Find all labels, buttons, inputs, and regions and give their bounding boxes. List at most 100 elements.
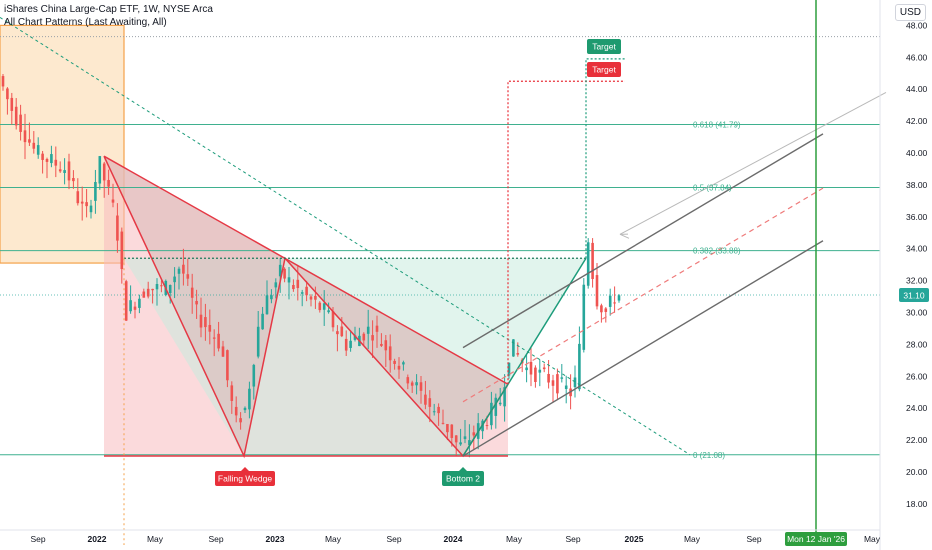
candle-body (98, 156, 102, 184)
candle-body (547, 373, 550, 383)
candle-body (151, 288, 154, 291)
x-tick-label: May (684, 534, 701, 544)
candle-body (199, 314, 203, 328)
candle-body (578, 343, 581, 390)
candle-body (94, 181, 97, 201)
bottom-2-label: Bottom 2 (442, 467, 484, 486)
candles-layer (1, 74, 621, 458)
candle-body (564, 385, 568, 390)
candle-body (296, 279, 300, 289)
candle-body (490, 402, 493, 426)
candle-body (336, 331, 339, 335)
candle-body (327, 310, 330, 313)
candle-body (85, 202, 88, 207)
candle-body (314, 295, 317, 300)
candle-body (608, 295, 612, 307)
target-label-green-text: Target (592, 42, 616, 52)
candle-body (318, 302, 322, 311)
candle-body (155, 284, 159, 290)
y-tick-label: 46.00 (906, 52, 928, 62)
x-tick-label: May (147, 534, 164, 544)
candle-body (472, 432, 476, 436)
candle-body (274, 282, 278, 288)
falling-wedge-label-text: Falling Wedge (218, 474, 272, 484)
target-label-red-bg (587, 62, 621, 77)
x-tick-label: Sep (208, 534, 223, 544)
y-tick-label: 40.00 (906, 148, 928, 158)
candle-body (138, 298, 141, 308)
y-tick-label: 18.00 (906, 499, 928, 509)
candle-body (50, 154, 53, 164)
candle-body (10, 97, 14, 111)
candle-body (133, 306, 137, 310)
annotation-labels-layer: 0.618 (41.79) 0.5 (37.84) 0.382 (33.88) 0 (… (215, 39, 741, 486)
candle-body (419, 382, 423, 391)
candle-body (463, 436, 467, 440)
crosshair-date-badge (785, 532, 847, 546)
bottom-2-label-bg (442, 471, 484, 486)
candle-body (525, 367, 528, 371)
candle-body (168, 284, 172, 294)
candle-body (322, 303, 326, 310)
candle-body (353, 335, 357, 340)
candle-body (173, 276, 176, 283)
candle-body (67, 161, 71, 181)
y-tick-label: 42.00 (906, 116, 928, 126)
fib-label-0: 0 (21.08) (693, 451, 725, 460)
candle-body (146, 288, 150, 297)
candle-body (613, 302, 616, 304)
candle-body (120, 231, 124, 270)
bottom-2-label-text: Bottom 2 (446, 474, 480, 484)
x-tick-label: Sep (386, 534, 401, 544)
candle-body (424, 394, 427, 405)
candle-body (507, 362, 511, 376)
green-target-projection (585, 58, 625, 259)
candle-body (309, 296, 313, 300)
x-tick-label: Sep (30, 534, 45, 544)
candle-body (459, 442, 462, 445)
currency-button[interactable]: USD (894, 4, 926, 21)
arrow-line (619, 91, 887, 235)
channel-lower-line (462, 240, 824, 457)
candle-body (556, 374, 559, 394)
candle-body (397, 365, 401, 370)
candle-body (261, 313, 264, 330)
target-label-green: Target (587, 39, 621, 54)
x-tick-label: May (325, 534, 342, 544)
candle-body (380, 343, 383, 346)
x-tick-label: 2025 (625, 534, 644, 544)
candle-body (604, 308, 608, 312)
candle-body (617, 295, 621, 301)
target-label-green-bg (587, 39, 621, 54)
long-diagonal-dashed (0, 17, 691, 456)
candle-body (186, 274, 190, 279)
x-tick-label: 2023 (266, 534, 285, 544)
current-price-badge (899, 287, 929, 302)
candle-body (428, 398, 432, 407)
candle-body (6, 88, 9, 100)
candle-body (595, 275, 599, 307)
y-tick-label: 38.00 (906, 180, 928, 190)
candle-body (36, 145, 40, 155)
candle-body (349, 340, 352, 348)
x-tick-label: Sep (565, 534, 580, 544)
candle-body (230, 385, 234, 401)
candle-body (32, 142, 36, 149)
candle-body (252, 364, 256, 387)
candle-body (340, 326, 344, 337)
candle-body (28, 139, 31, 143)
candle-body (124, 281, 128, 321)
candle-body (160, 285, 163, 287)
candle-body (212, 337, 216, 339)
candle-body (586, 242, 590, 286)
candle-body (102, 163, 106, 181)
orange-range-box (0, 24, 125, 264)
fib-label-0.382: 0.382 (33.88) (693, 247, 741, 256)
candle-body (45, 158, 49, 162)
candle-body (248, 388, 251, 410)
candle-body (415, 382, 418, 386)
y-tick-label: 34.00 (906, 244, 928, 254)
candle-body (454, 435, 458, 443)
